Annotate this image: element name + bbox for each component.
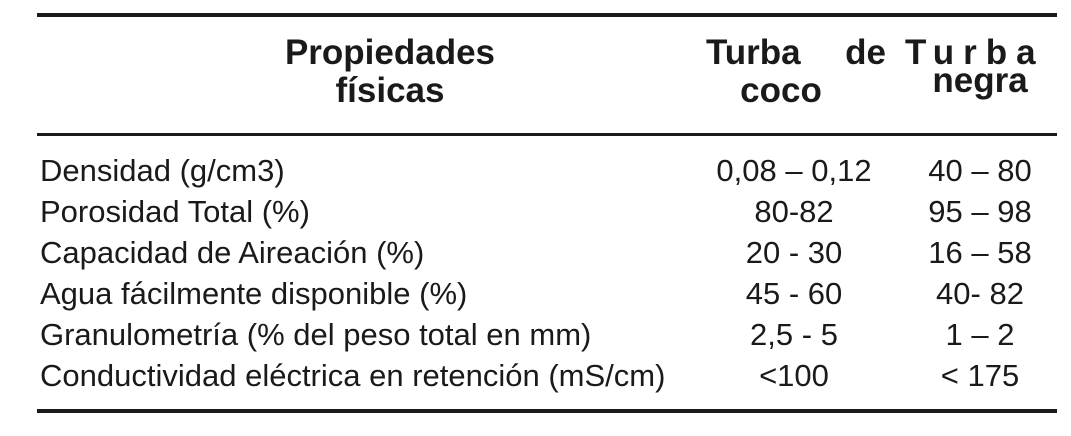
row-property: Porosidad Total (%) [40,194,310,229]
table-row: Conductividad eléctrica en retención (mS… [0,355,1071,396]
table-top-rule [37,13,1057,17]
row-negra-value: 1 – 2 [945,317,1015,352]
table-row: Agua fácilmente disponible (%) 45 - 60 4… [0,273,1071,314]
row-coco-value: 45 - 60 [745,276,843,311]
header-properties: Propiedades físicas [200,34,580,110]
row-coco-value: 2,5 - 5 [750,317,838,352]
row-negra-value: 95 – 98 [928,194,1032,229]
table-row: Granulometría (% del peso total en mm) 2… [0,314,1071,355]
header-properties-line1: Propiedades [284,33,496,72]
row-coco-value: 20 - 30 [745,235,843,270]
header-coco-line2: coco [740,71,822,110]
table-bottom-rule [37,409,1057,413]
header-negra-line2: negra [932,61,1028,100]
table-row: Porosidad Total (%) 80-82 95 – 98 [0,191,1071,232]
header-negra: Turba negra [905,34,1055,100]
row-negra-value: 40 – 80 [928,153,1032,188]
header-properties-line2: físicas [335,71,445,110]
row-coco-value: 80-82 [754,194,834,229]
row-negra-value: 40- 82 [936,276,1024,311]
header-coco-word2: de [845,33,886,72]
row-negra-value: 16 – 58 [928,235,1032,270]
row-property: Conductividad eléctrica en retención (mS… [40,358,666,393]
table-header-rule [37,133,1057,136]
row-property: Granulometría (% del peso total en mm) [40,317,592,352]
header-negra-line1: Turba [905,33,1045,72]
row-coco-value: 0,08 – 0,12 [716,153,872,188]
row-property: Capacidad de Aireación (%) [40,235,425,270]
header-coco-line1: Turba de [706,34,886,72]
table-row: Densidad (g/cm3) 0,08 – 0,12 40 – 80 [0,150,1071,191]
header-coco-word1: Turba [706,33,801,72]
header-coco: Turba de coco [706,34,886,110]
row-property: Densidad (g/cm3) [40,153,285,188]
table-row: Capacidad de Aireación (%) 20 - 30 16 – … [0,232,1071,273]
row-coco-value: <100 [759,358,829,393]
row-property: Agua fácilmente disponible (%) [40,276,468,311]
row-negra-value: < 175 [940,358,1020,393]
